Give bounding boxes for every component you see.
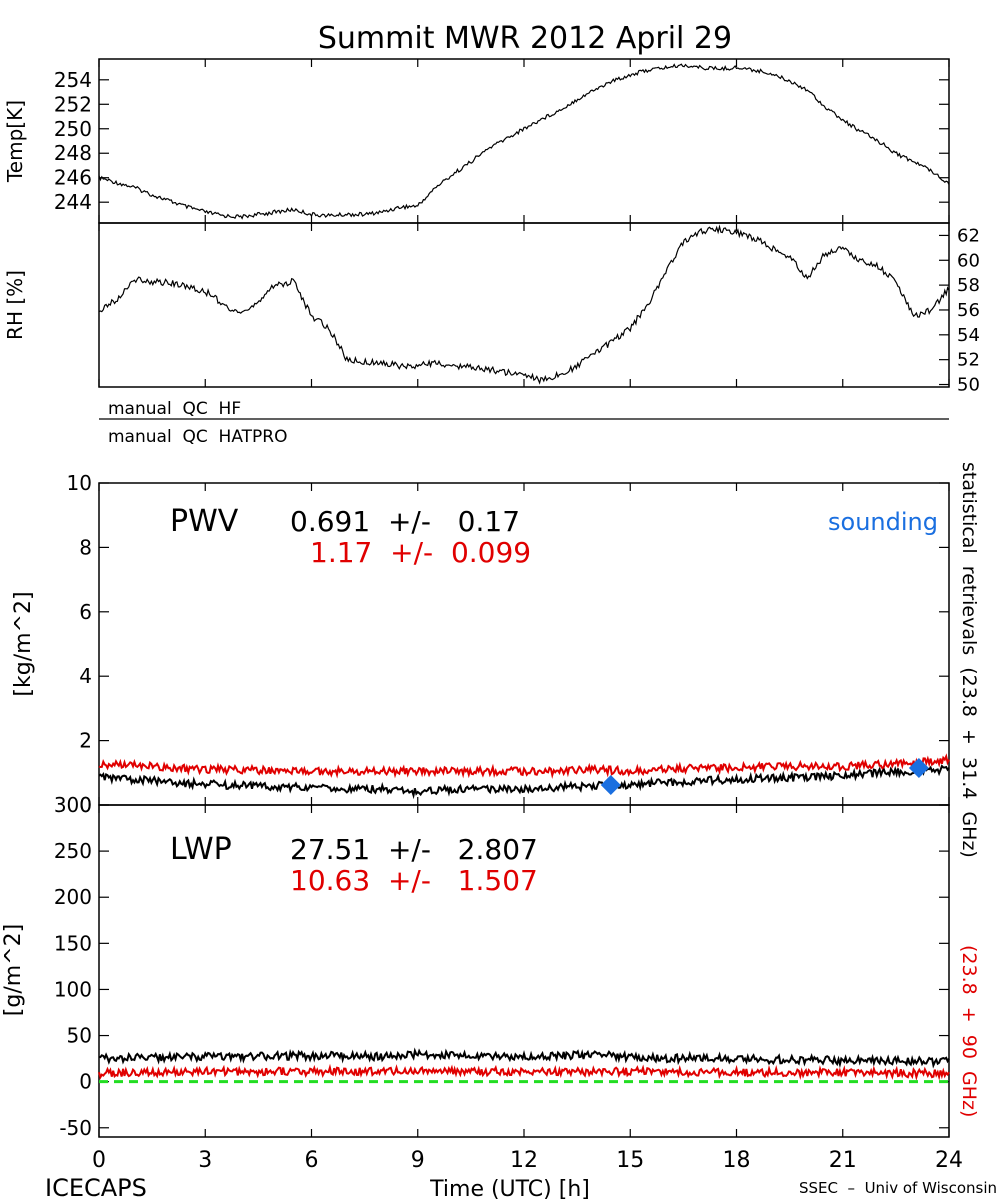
side-label-black: statistical retrievals (23.8 + 31.4 GHz) <box>958 462 980 858</box>
sounding-point <box>600 775 621 796</box>
lwp-ytick-label: -50 <box>59 1116 92 1140</box>
lwp-series-line <box>98 1063 950 1081</box>
pwv-stats-label: PWV <box>170 504 239 539</box>
lwp-series-line <box>98 1047 950 1069</box>
temp-ytick-label: 252 <box>54 92 92 116</box>
qc-hf-label: manual QC HF <box>108 399 241 419</box>
rh-ytick-label: 52 <box>957 350 980 371</box>
side-label-red: (23.8 + 90 GHz) <box>958 945 980 1117</box>
lwp-ytick-label: 200 <box>54 885 92 909</box>
rh-ylabel: RH [%] <box>3 270 27 340</box>
footer-left: ICECAPS <box>45 1174 147 1200</box>
pwv-ytick-label: 2 <box>79 729 92 753</box>
pwv-ytick-label: 8 <box>79 535 92 559</box>
x-tick-label: 15 <box>616 1148 644 1173</box>
lwp-ytick-label: 0 <box>79 1070 92 1094</box>
lwp-ytick-label: 50 <box>67 1024 92 1048</box>
pwv-series-line <box>98 764 950 800</box>
temp-ylabel: Temp[K] <box>3 100 27 183</box>
pwv-ytick-label: 4 <box>79 664 92 688</box>
lwp-ytick-label: 300 <box>54 793 92 817</box>
footer-right: SSEC – Univ of Wisconsin <box>799 1179 997 1197</box>
temp-ytick-label: 248 <box>54 141 92 165</box>
rh-ytick-label: 54 <box>957 325 980 346</box>
x-tick-label: 9 <box>411 1148 425 1173</box>
lwp-ytick-label: 250 <box>54 839 92 863</box>
rh-ytick-label: 58 <box>957 275 980 296</box>
pwv-stats-black: 0.691 +/- 0.17 <box>290 505 520 538</box>
lwp-stats-black: 27.51 +/- 2.807 <box>290 833 538 866</box>
qc-hatpro-label: manual QC HATPRO <box>108 427 287 447</box>
pwv-ytick-label: 10 <box>67 471 92 495</box>
x-tick-label: 18 <box>723 1148 751 1173</box>
x-tick-label: 21 <box>829 1148 857 1173</box>
x-tick-label: 0 <box>92 1148 106 1173</box>
pwv-ylabel: [kg/m^2] <box>11 591 36 696</box>
temp-ytick-label: 250 <box>54 117 92 141</box>
temp-series-line <box>98 63 950 220</box>
rh-series-line <box>98 224 950 385</box>
sounding-legend: sounding <box>828 508 938 536</box>
lwp-ytick-label: 150 <box>54 931 92 955</box>
lwp-stats-red: 10.63 +/- 1.507 <box>290 864 538 897</box>
rh-ytick-label: 60 <box>957 250 980 271</box>
rh-ytick-label: 56 <box>957 300 980 321</box>
temp-ytick-label: 244 <box>54 190 92 214</box>
chart-title: Summit MWR 2012 April 29 <box>318 21 732 56</box>
x-tick-label: 6 <box>305 1148 319 1173</box>
lwp-ytick-label: 100 <box>54 977 92 1001</box>
x-tick-label: 3 <box>198 1148 212 1173</box>
sounding-point <box>908 757 929 778</box>
temp-ytick-label: 254 <box>54 68 92 92</box>
x-axis-label: Time (UTC) [h] <box>429 1177 590 1200</box>
pwv-stats-red: 1.17 +/- 0.099 <box>310 536 531 569</box>
lwp-ylabel: [g/m^2] <box>1 924 26 1016</box>
pwv-ytick-label: 0 <box>79 793 92 817</box>
x-tick-label: 24 <box>935 1148 963 1173</box>
pwv-ytick-label: 6 <box>79 600 92 624</box>
pwv-series-line <box>98 753 950 779</box>
rh-ytick-label: 62 <box>957 225 980 246</box>
lwp-stats-label: LWP <box>170 832 232 867</box>
x-tick-label: 12 <box>510 1148 538 1173</box>
rh-ytick-label: 50 <box>957 375 980 396</box>
temp-ytick-label: 246 <box>54 166 92 190</box>
